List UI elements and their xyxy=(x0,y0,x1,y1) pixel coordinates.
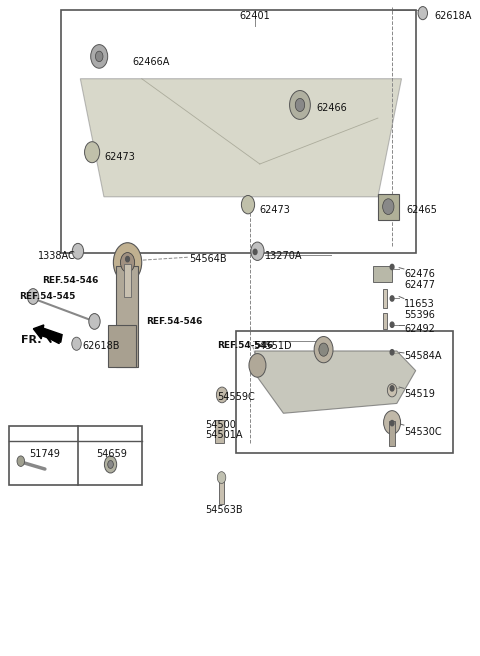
Polygon shape xyxy=(80,79,402,197)
Circle shape xyxy=(126,256,130,262)
Circle shape xyxy=(104,456,117,473)
Circle shape xyxy=(390,322,394,327)
Circle shape xyxy=(295,98,305,112)
Circle shape xyxy=(113,243,142,282)
Text: 1338AC: 1338AC xyxy=(38,251,75,261)
Bar xyxy=(383,313,387,329)
Bar xyxy=(389,421,395,446)
Circle shape xyxy=(319,343,328,356)
Text: 62476: 62476 xyxy=(404,269,435,279)
Circle shape xyxy=(314,337,333,363)
Bar xyxy=(10,426,142,485)
Circle shape xyxy=(418,7,428,20)
Text: 55396: 55396 xyxy=(404,310,435,320)
Circle shape xyxy=(72,337,81,350)
Bar xyxy=(116,266,138,367)
Text: 62473: 62473 xyxy=(260,205,291,215)
Circle shape xyxy=(390,264,394,270)
Text: 62466A: 62466A xyxy=(132,57,169,68)
Circle shape xyxy=(249,354,266,377)
Bar xyxy=(383,289,387,308)
Text: 62465: 62465 xyxy=(406,205,437,215)
Text: 54659: 54659 xyxy=(96,449,127,459)
Text: 11653: 11653 xyxy=(404,298,434,309)
Text: FR.: FR. xyxy=(21,335,42,345)
FancyArrow shape xyxy=(33,325,62,342)
Circle shape xyxy=(384,411,401,434)
Circle shape xyxy=(387,384,397,397)
Text: 62466: 62466 xyxy=(316,103,347,113)
Circle shape xyxy=(27,289,39,304)
Text: 13270A: 13270A xyxy=(264,251,302,261)
Circle shape xyxy=(72,243,84,259)
Text: REF.54-546: REF.54-546 xyxy=(217,341,274,350)
Text: REF.54-546: REF.54-546 xyxy=(146,317,203,326)
Circle shape xyxy=(17,456,24,466)
Bar xyxy=(378,194,399,220)
Circle shape xyxy=(253,249,257,255)
Text: 54500: 54500 xyxy=(205,420,236,430)
Bar xyxy=(219,478,224,504)
Circle shape xyxy=(390,386,394,391)
Circle shape xyxy=(84,142,100,163)
Text: 54501A: 54501A xyxy=(205,430,243,440)
Circle shape xyxy=(91,45,108,68)
Polygon shape xyxy=(255,351,416,413)
Text: 54564B: 54564B xyxy=(189,254,227,264)
Text: REF.54-546: REF.54-546 xyxy=(43,276,99,285)
Circle shape xyxy=(216,387,228,403)
Polygon shape xyxy=(373,266,392,282)
Text: 62477: 62477 xyxy=(404,280,435,291)
Text: 62473: 62473 xyxy=(104,152,135,163)
Circle shape xyxy=(383,199,394,215)
Circle shape xyxy=(96,51,103,62)
Text: 54519: 54519 xyxy=(404,388,435,399)
Text: 51749: 51749 xyxy=(29,449,60,459)
Circle shape xyxy=(120,253,134,272)
Text: 62618A: 62618A xyxy=(434,11,472,22)
Circle shape xyxy=(390,296,394,301)
Text: 62618B: 62618B xyxy=(83,341,120,352)
Circle shape xyxy=(217,472,226,483)
Circle shape xyxy=(251,242,264,260)
Text: 54530C: 54530C xyxy=(404,426,442,437)
Circle shape xyxy=(390,350,394,355)
Circle shape xyxy=(108,461,113,468)
Text: 54584A: 54584A xyxy=(404,351,442,361)
Circle shape xyxy=(241,195,254,214)
Text: 54563B: 54563B xyxy=(205,505,243,516)
Text: 54559C: 54559C xyxy=(217,392,255,402)
Bar xyxy=(215,420,224,443)
Bar xyxy=(236,331,454,453)
Circle shape xyxy=(390,420,394,426)
Circle shape xyxy=(289,91,311,119)
Bar xyxy=(61,10,416,253)
Text: REF.54-545: REF.54-545 xyxy=(19,292,75,301)
Text: 54551D: 54551D xyxy=(253,341,291,352)
Text: 62492: 62492 xyxy=(404,324,435,335)
Circle shape xyxy=(89,314,100,329)
Bar xyxy=(124,264,132,297)
Text: 62401: 62401 xyxy=(240,11,270,22)
Bar xyxy=(108,325,136,367)
